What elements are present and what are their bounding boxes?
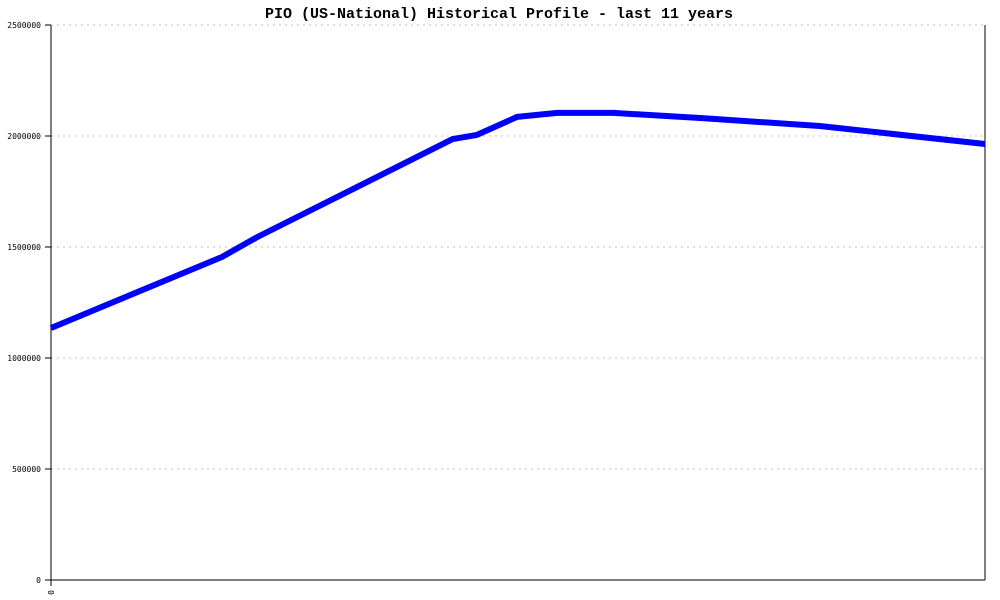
chart-title: PIO (US-National) Historical Profile - l… (265, 6, 733, 23)
grid (51, 24, 985, 470)
y-tick-label: 2500000 (7, 21, 41, 30)
y-tick-label: 1500000 (7, 243, 41, 252)
x-tick-label: 0 (47, 590, 56, 595)
y-axis: 0 500000 1000000 1500000 2000000 2500000 (7, 21, 51, 585)
y-tick-label: 1000000 (7, 354, 41, 363)
x-axis: 0 (47, 590, 56, 595)
y-tick-label: 500000 (12, 465, 41, 474)
y-tick-label: 2000000 (7, 132, 41, 141)
y-tick-label: 0 (36, 576, 41, 585)
series-line (49, 109, 986, 331)
